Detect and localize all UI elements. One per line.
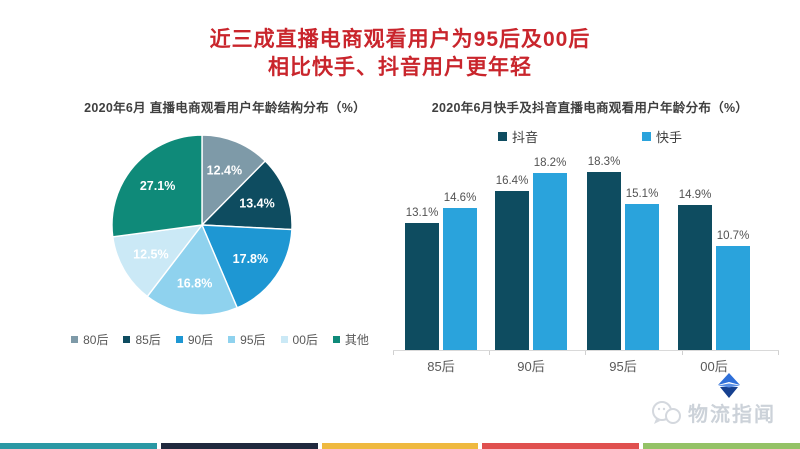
pie-slice-95后 xyxy=(146,223,239,316)
legend-swatch xyxy=(497,132,507,141)
pie-slice-label: 27.1% xyxy=(140,179,175,193)
bar-value-label: 14.9% xyxy=(678,189,712,201)
legend-swatch xyxy=(123,336,131,343)
pie-chart-title: 2020年6月 直播电商观看用户年龄结构分布（%） xyxy=(84,101,366,115)
pie-slice-label: 12.4% xyxy=(207,163,242,177)
pie-chart: 12.4% 13.4% 17.8% 16.8% 12.5% 27.1% xyxy=(111,134,293,316)
legend-swatch xyxy=(175,336,183,343)
bar-快手-95后 xyxy=(625,204,659,350)
bar-chart-title: 2020年6月快手及抖音直播电商观看用户年龄分布（%） xyxy=(431,101,749,115)
page-title-line-2: 相比快手、抖音用户更年轻 xyxy=(268,56,532,79)
footer-stripe xyxy=(482,443,640,449)
legend-label: 快手 xyxy=(656,130,683,145)
legend-label: 抖音 xyxy=(511,130,538,145)
pie-slice-00后 xyxy=(111,224,204,298)
bar-value-label: 14.6% xyxy=(443,192,477,204)
wechat-bubbles-icon xyxy=(652,400,681,424)
x-axis-tick xyxy=(682,351,683,355)
footer-stripe xyxy=(0,443,157,449)
pie-legend-item-00后: 00后 xyxy=(280,331,318,348)
bar-value-label: 18.2% xyxy=(533,157,567,169)
legend-label: 90后 xyxy=(187,333,214,347)
x-axis-label-00后: 00后 xyxy=(700,359,728,374)
pie-slice-90后 xyxy=(200,224,293,309)
bar-value-label: 15.1% xyxy=(625,188,659,200)
page-title: 近三成直播电商观看用户为95后及00后 相比快手、抖音用户更年轻 xyxy=(0,26,800,82)
footer-stripe xyxy=(160,443,318,449)
pie-slice-label: 16.8% xyxy=(177,277,212,291)
pie-slice-label: 13.4% xyxy=(239,197,274,211)
pie-legend-item-80后: 80后 xyxy=(71,331,108,348)
legend-swatch xyxy=(642,132,651,141)
pie-legend-item-95后: 95后 xyxy=(228,331,266,348)
bar-抖音-90后 xyxy=(495,191,529,350)
bar-快手-85后 xyxy=(443,208,477,350)
pie-slice-85后 xyxy=(200,159,293,231)
x-axis-label-85后: 85后 xyxy=(427,359,455,374)
bar-快手-90后 xyxy=(533,173,567,350)
blue-diamond-logo-icon xyxy=(718,373,740,398)
bar-chart: 13.1% 14.6% 85后 16.4% 18.2% 90后 18.3% 15.1% 95后 1… xyxy=(393,156,779,374)
legend-label: 85后 xyxy=(135,333,161,347)
pie-slice-80后 xyxy=(201,134,267,227)
bar-value-label: 10.7% xyxy=(716,230,750,242)
legend-label: 95后 xyxy=(240,333,266,347)
bar-legend-item-快手: 快手 xyxy=(642,127,682,146)
bar-value-label: 16.4% xyxy=(495,175,529,187)
pie-slice-其他 xyxy=(111,134,203,238)
x-axis-label-95后: 95后 xyxy=(609,359,637,374)
legend-swatch xyxy=(228,336,236,343)
legend-swatch xyxy=(332,336,340,343)
x-axis-tick xyxy=(393,351,394,355)
x-axis-tick xyxy=(489,351,490,355)
x-axis-tick xyxy=(585,351,586,355)
page-title-line-1: 近三成直播电商观看用户为95后及00后 xyxy=(209,28,591,51)
x-axis-label-90后: 90后 xyxy=(517,359,545,374)
bar-抖音-95后 xyxy=(587,172,621,350)
legend-swatch xyxy=(280,336,288,343)
footer-stripe xyxy=(321,443,479,449)
bar-value-label: 13.1% xyxy=(405,207,439,219)
pie-legend-item-90后: 90后 xyxy=(175,331,214,348)
bar-value-label: 18.3% xyxy=(587,156,621,168)
legend-label: 80后 xyxy=(83,333,109,347)
watermark: 物流指闻 xyxy=(650,398,776,427)
bar-legend: 抖音 快手 xyxy=(405,127,775,146)
pie-legend-item-85后: 85后 xyxy=(123,331,161,348)
pie-slice-label: 12.5% xyxy=(133,248,168,262)
pie-legend: 80后 85后 90后 95后 00后 其他 xyxy=(40,331,400,348)
legend-label: 00后 xyxy=(292,333,318,347)
watermark-text: 物流指闻 xyxy=(688,404,776,426)
footer-stripe xyxy=(643,443,800,449)
pie-slice-label: 17.8% xyxy=(233,252,268,266)
legend-swatch xyxy=(71,336,79,343)
legend-label: 其他 xyxy=(344,333,369,347)
bar-快手-00后 xyxy=(716,246,750,350)
bar-抖音-00后 xyxy=(678,205,712,350)
footer-color-bar xyxy=(0,443,800,449)
bar-legend-item-抖音: 抖音 xyxy=(497,127,538,146)
x-axis-tick xyxy=(778,351,779,355)
pie-legend-item-其他: 其他 xyxy=(332,331,369,348)
bar-抖音-85后 xyxy=(405,223,439,350)
